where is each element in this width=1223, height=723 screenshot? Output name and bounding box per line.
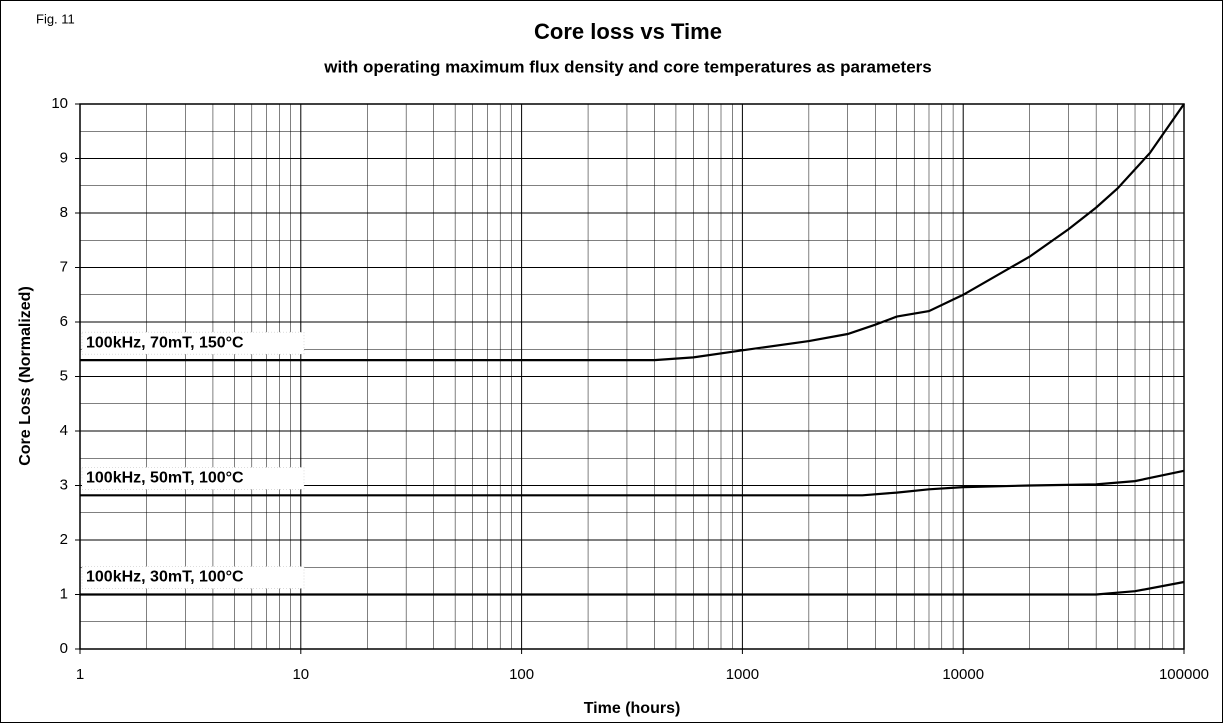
series-label-bg (81, 566, 305, 589)
x-tick-label: 100000 (1159, 666, 1209, 683)
y-tick-label: 10 (51, 95, 68, 112)
y-tick-label: 5 (60, 367, 68, 384)
y-tick-label: 2 (60, 531, 68, 548)
y-tick-label: 8 (60, 204, 68, 221)
plot-area (79, 103, 1185, 650)
y-tick-label: 6 (60, 313, 68, 330)
chart-title: Core loss vs Time (534, 19, 722, 44)
x-axis-label: Time (hours) (584, 700, 681, 717)
y-tick-label: 4 (60, 422, 68, 439)
x-tick-label: 10000 (942, 666, 984, 683)
y-tick-label: 0 (60, 640, 68, 657)
figure-label: Fig. 11 (36, 11, 75, 26)
x-tick-label: 1 (76, 666, 84, 683)
y-tick-label: 3 (60, 476, 68, 493)
y-tick-label: 9 (60, 149, 68, 166)
x-tick-label: 10 (292, 666, 309, 683)
y-axis-label: Core Loss (Normalized) (17, 286, 34, 466)
series-line (80, 469, 1185, 497)
series-line (80, 103, 1185, 362)
y-tick-label: 7 (60, 258, 68, 275)
x-tick-label: 100 (509, 666, 534, 683)
series-label: 100kHz, 70mT, 150°C (86, 334, 244, 351)
series-line (80, 580, 1185, 596)
x-tick-label: 1000 (726, 666, 759, 683)
series-label-bg (81, 331, 305, 355)
series-label: 100kHz, 30mT, 100°C (86, 569, 244, 586)
y-tick-label: 1 (60, 585, 68, 602)
chart-subtitle: with operating maximum flux density and … (323, 57, 931, 76)
series-label: 100kHz, 50mT, 100°C (86, 470, 244, 487)
series-label-bg (81, 467, 305, 490)
